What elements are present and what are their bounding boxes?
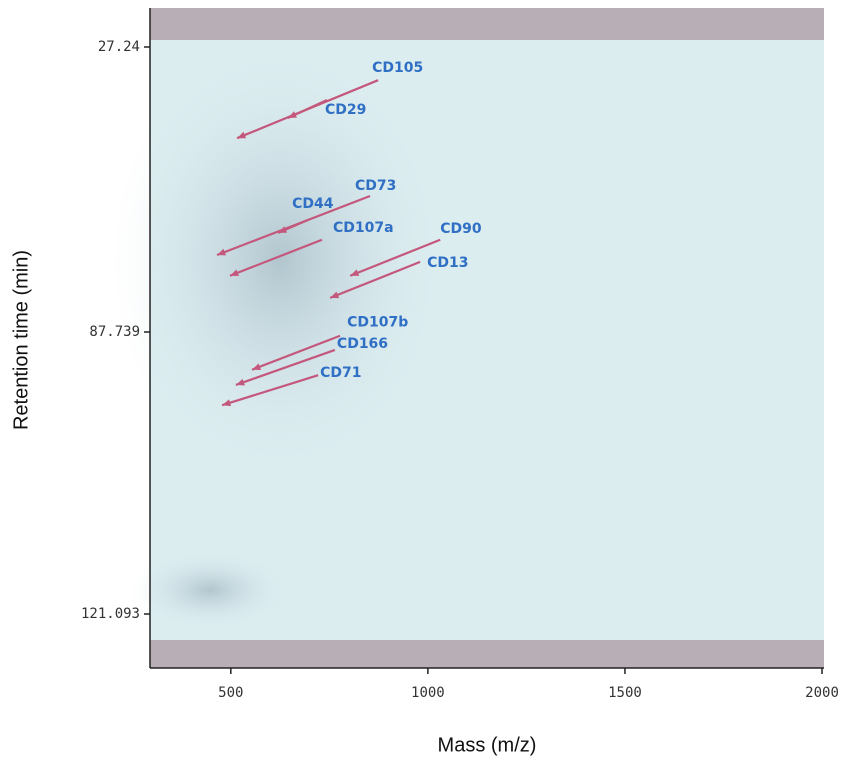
annotation-label: CD107a bbox=[333, 220, 394, 236]
annotation-label: CD29 bbox=[325, 102, 366, 118]
x-axis-title: Mass (m/z) bbox=[438, 734, 537, 756]
annotation-arrow bbox=[221, 374, 319, 407]
annotation-label: CD105 bbox=[372, 60, 423, 76]
annotation-arrow bbox=[229, 238, 323, 277]
y-tick-label: 87.739 bbox=[89, 324, 140, 340]
y-tick-label: 121.093 bbox=[81, 606, 140, 622]
x-tick-label: 500 bbox=[218, 685, 243, 701]
signal-region bbox=[130, 550, 290, 630]
annotation-arrow bbox=[349, 238, 441, 277]
annotation-label: CD71 bbox=[320, 365, 361, 381]
x-tick-label: 1000 bbox=[411, 685, 445, 701]
annotation-label: CD44 bbox=[292, 196, 334, 212]
arrow-part bbox=[329, 260, 421, 299]
arrow-part bbox=[278, 226, 288, 233]
arrow-part bbox=[350, 269, 360, 276]
arrow-part bbox=[229, 238, 323, 277]
arrow-part bbox=[217, 248, 227, 256]
annotation-label: CD90 bbox=[440, 221, 482, 237]
annotation-arrow bbox=[277, 218, 309, 234]
arrow-part bbox=[235, 348, 336, 386]
arrow-part bbox=[237, 131, 247, 139]
top-band bbox=[150, 8, 824, 40]
arrow-part bbox=[287, 111, 297, 118]
y-axis-title: Retention time (min) bbox=[10, 250, 32, 430]
annotation-arrow bbox=[287, 98, 328, 119]
x-tick-label: 1500 bbox=[608, 685, 642, 701]
arrow-part bbox=[221, 374, 319, 407]
annotation-label: CD166 bbox=[337, 336, 388, 352]
annotation-label: CD73 bbox=[355, 178, 396, 194]
arrow-part bbox=[230, 269, 240, 277]
y-tick-label: 27.24 bbox=[98, 39, 140, 55]
signal-region bbox=[110, 40, 450, 480]
arrow-part bbox=[222, 399, 232, 407]
x-tick-label: 2000 bbox=[805, 685, 839, 701]
arrow-part bbox=[235, 378, 245, 386]
annotation-arrow bbox=[235, 348, 336, 386]
annotation-label: CD107b bbox=[347, 315, 408, 331]
arrow-part bbox=[330, 291, 340, 299]
annotation-arrow bbox=[251, 334, 341, 371]
bottom-band bbox=[150, 640, 824, 668]
annotation-label: CD13 bbox=[427, 255, 468, 271]
arrow-part bbox=[252, 363, 262, 370]
annotation-arrow bbox=[329, 260, 421, 299]
arrow-part bbox=[251, 334, 341, 371]
arrow-part bbox=[349, 238, 441, 277]
